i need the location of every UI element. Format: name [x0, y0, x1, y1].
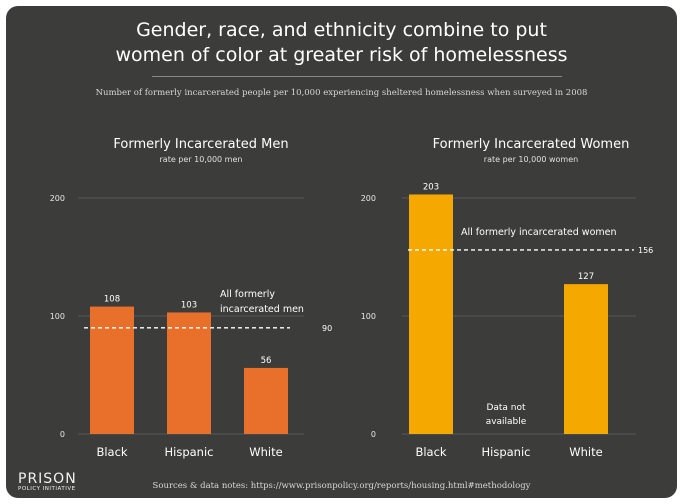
panel2-bar-white [564, 284, 608, 434]
panel2-missing-note-1: Data not [486, 403, 526, 413]
panel1-xtick-black: Black [96, 445, 127, 459]
panel2-xtick-black: Black [415, 445, 446, 459]
prison-policy-logo: PRISON POLICY INITIATIVE [18, 472, 77, 492]
panel2-reference-value: 156 [638, 246, 653, 255]
panel1-subtitle: rate per 10,000 men [160, 155, 243, 164]
panel2-value-label-white: 127 [578, 272, 594, 282]
panel2-value-label-black: 203 [423, 182, 439, 192]
sources-note: Sources & data notes: https://www.prison… [152, 481, 531, 491]
panel1-bar-hispanic [167, 312, 211, 434]
chart-title: Gender, race, and ethnicity combine to p… [6, 18, 677, 68]
panel1-xtick-hispanic: Hispanic [165, 445, 214, 459]
title-line-2: women of color at greater risk of homele… [115, 44, 568, 66]
panel1-value-label-hispanic: 103 [181, 300, 197, 310]
charts-svg: Formerly Incarcerated Men rate per 10,000… [50, 137, 654, 459]
panel1-value-label-black: 108 [104, 295, 120, 305]
panel2-ytick-100: 100 [361, 312, 376, 321]
panel2-xtick-hispanic: Hispanic [482, 445, 531, 459]
panel1-bar-black [90, 306, 134, 434]
panel2-reference-label-1: All formerly incarcerated women [461, 227, 617, 238]
panel2-xtick-white: White [569, 445, 602, 459]
panel1-ytick-200: 200 [50, 194, 65, 203]
panel1-reference-value: 90 [322, 324, 332, 333]
panel2-subtitle: rate per 10,000 women [484, 155, 578, 164]
panel1-ytick-100: 100 [50, 312, 65, 321]
panel1-xtick-white: White [249, 445, 282, 459]
panel2-missing-note-2: available [486, 417, 527, 427]
panel1-reference-label-1: All formerly [220, 289, 275, 300]
panel2-ytick-0: 0 [371, 430, 376, 439]
panel1-ytick-0: 0 [60, 430, 65, 439]
panel1-reference-label-2: incarcerated men [220, 304, 304, 315]
logo-line-1: PRISON [18, 471, 77, 487]
title-divider [152, 76, 562, 77]
chart-subtitle: Number of formerly incarcerated people p… [95, 88, 588, 98]
panel2-ytick-200: 200 [361, 194, 376, 203]
chart-frame: Gender, race, and ethnicity combine to p… [6, 6, 677, 498]
panel2-bar-black [409, 194, 453, 434]
panel1-bar-white [244, 367, 288, 434]
panel2-title: Formerly Incarcerated Women [433, 137, 630, 152]
logo-line-2: POLICY INITIATIVE [18, 486, 76, 492]
title-line-1: Gender, race, and ethnicity combine to p… [136, 19, 547, 41]
panel1-value-label-white: 56 [261, 356, 272, 366]
panel1-title: Formerly Incarcerated Men [113, 137, 288, 152]
